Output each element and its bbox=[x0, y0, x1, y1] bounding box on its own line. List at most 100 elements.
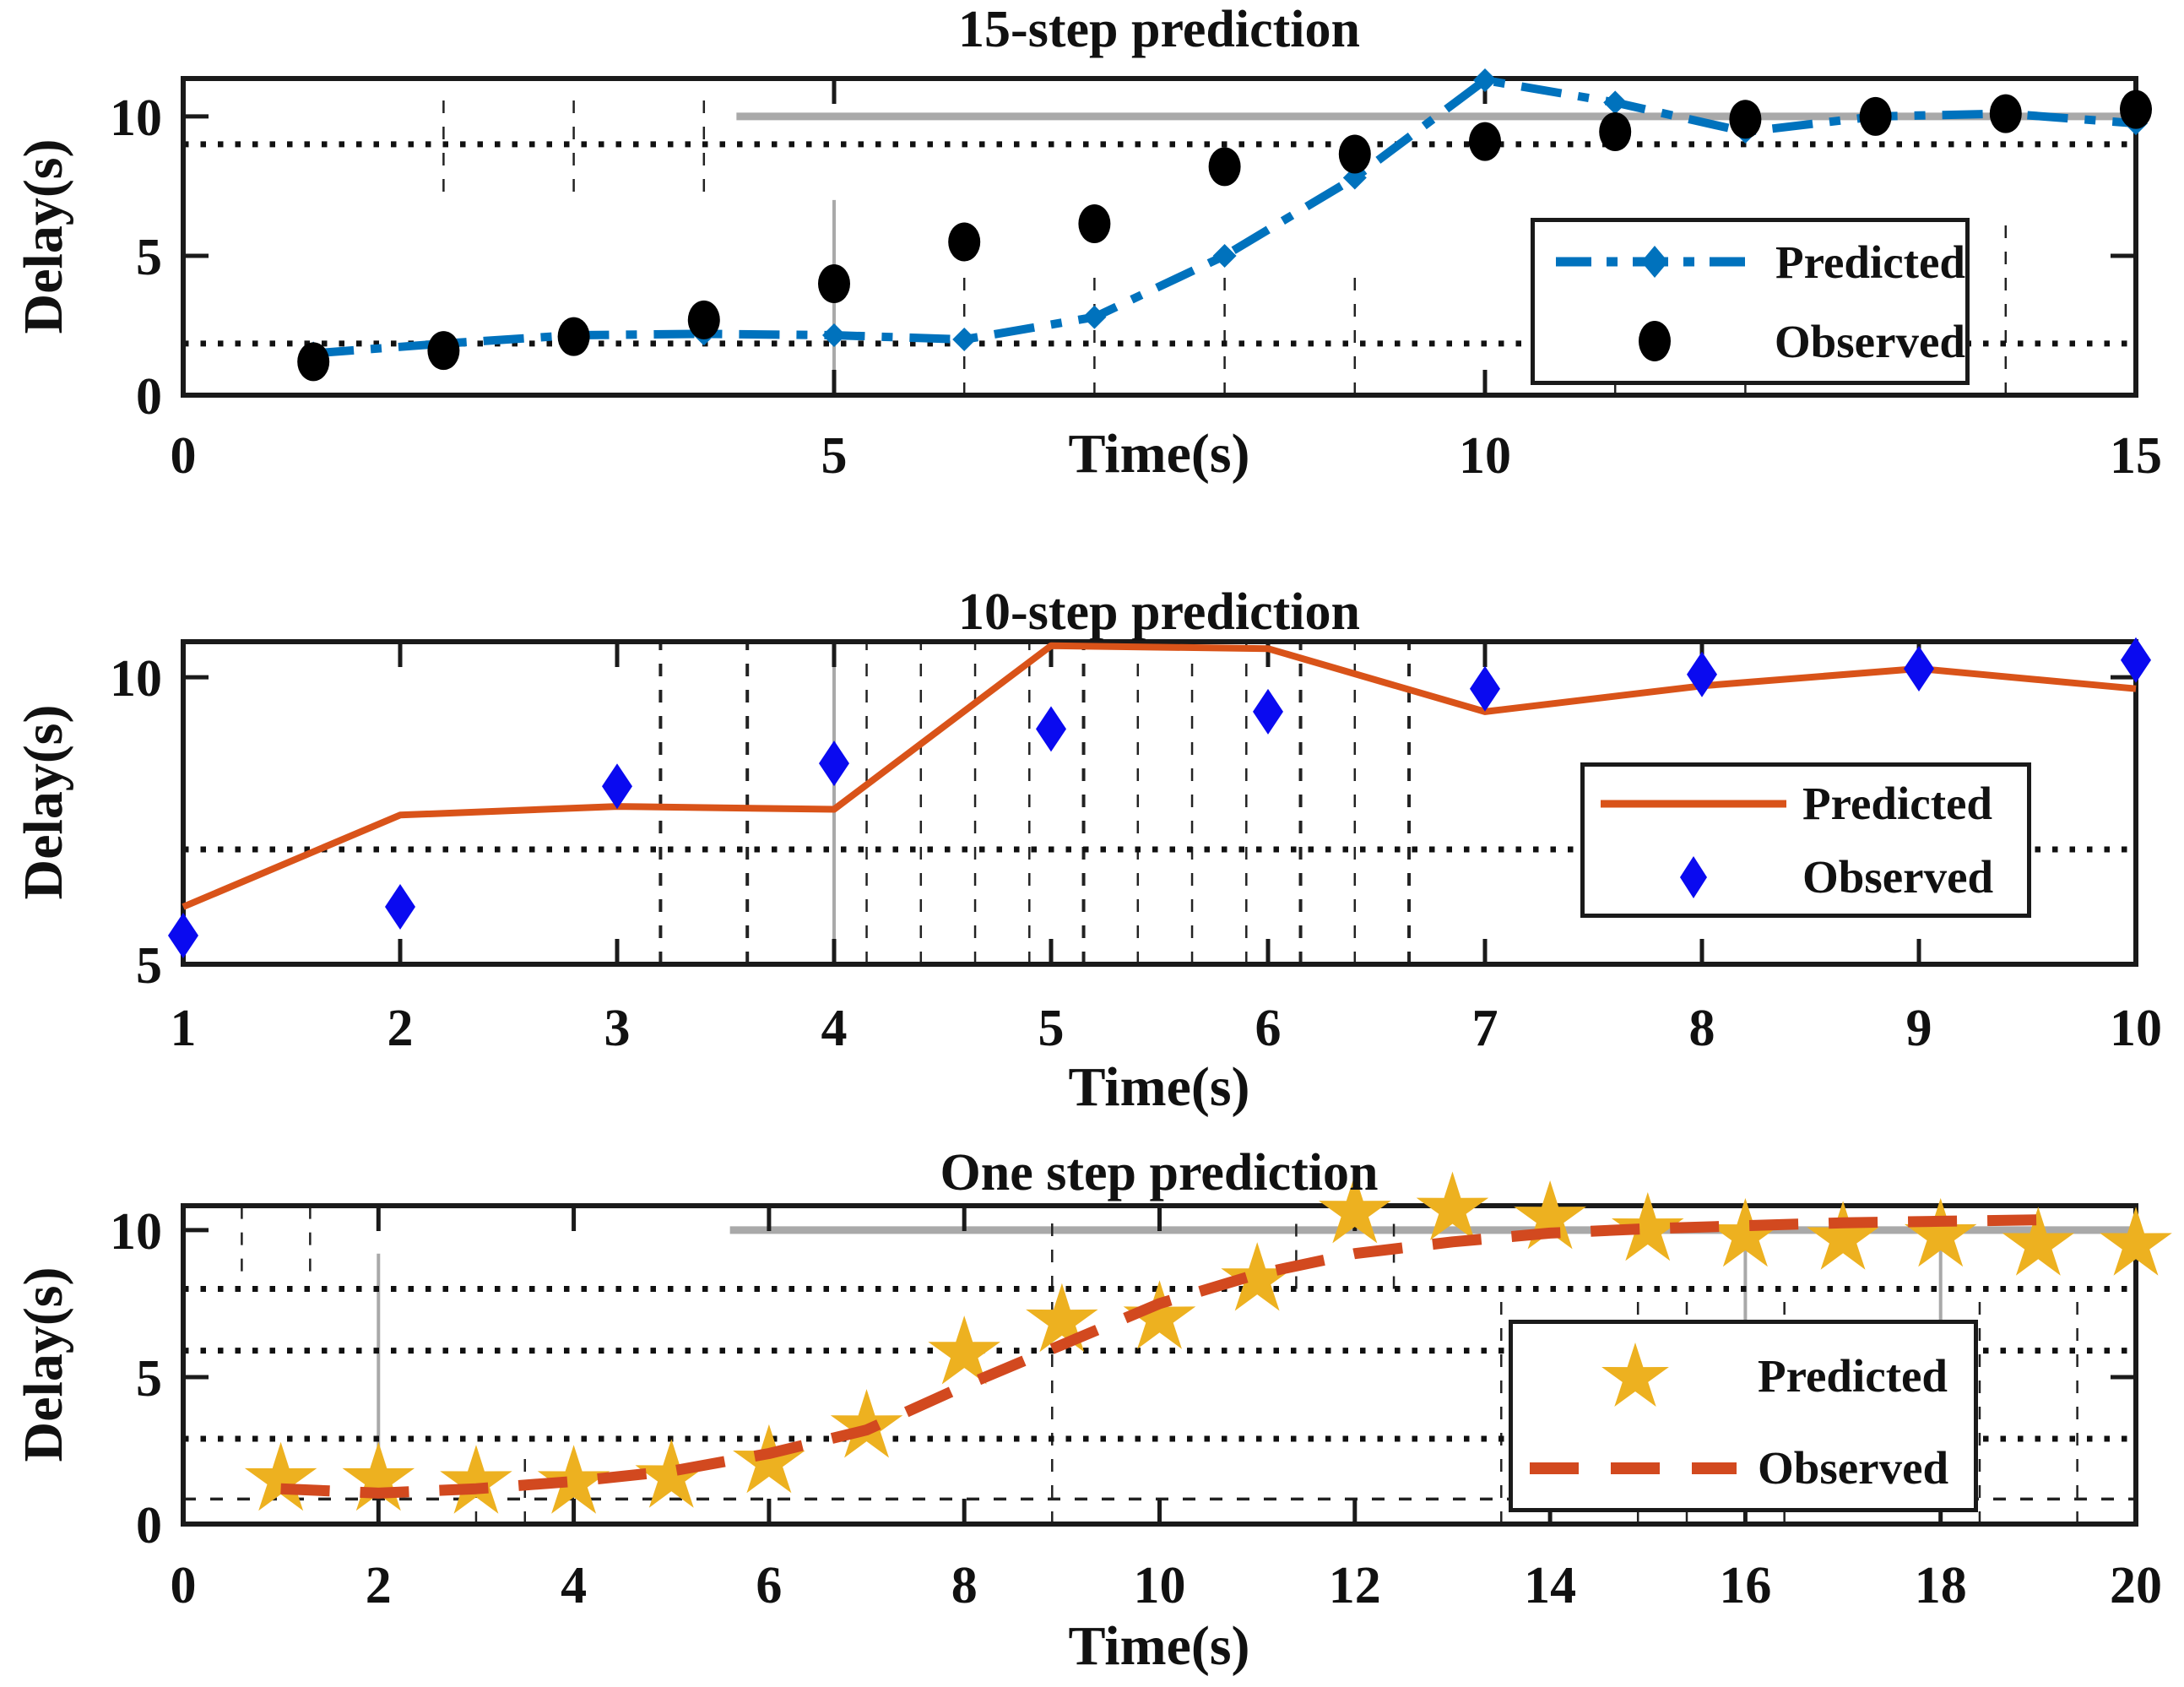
legend-entry-observed: Observed bbox=[1585, 850, 2027, 903]
y-tick-label: 5 bbox=[136, 937, 162, 995]
legend-entry-predicted: Predicted bbox=[1535, 236, 1965, 289]
diamond-marker-icon bbox=[1585, 854, 1802, 901]
observed-dot-marker bbox=[1078, 203, 1111, 243]
legend-label: Observed bbox=[1758, 1442, 1949, 1494]
predicted-star-marker bbox=[537, 1445, 610, 1514]
subplot1-title: 15-step prediction bbox=[958, 1, 1360, 58]
legend-10-step: Predicted Observed bbox=[1580, 762, 2031, 918]
predicted-star-marker bbox=[830, 1389, 903, 1458]
predicted-star-marker bbox=[440, 1445, 512, 1514]
predicted-star-marker bbox=[928, 1315, 1000, 1385]
legend-entry-observed: Observed bbox=[1535, 315, 1965, 368]
subplot3-xlabel: Time(s) bbox=[1068, 1615, 1250, 1677]
legend-entry-observed: Observed bbox=[1513, 1441, 1974, 1494]
predicted-line-marker bbox=[1212, 243, 1237, 268]
subplot3-ylabel: Delay(s) bbox=[13, 1267, 74, 1462]
x-tick-label: 1 bbox=[171, 1000, 197, 1057]
x-tick-label: 5 bbox=[1038, 1000, 1065, 1057]
x-tick-label: 20 bbox=[2110, 1557, 2162, 1614]
predicted-star-marker bbox=[1221, 1242, 1293, 1311]
star-marker-icon bbox=[1513, 1337, 1758, 1415]
predicted-star-marker bbox=[635, 1439, 707, 1508]
observed-diamond-marker bbox=[2121, 637, 2151, 683]
observed-diamond-marker bbox=[1253, 688, 1283, 735]
legend-15-step: Predicted Observed bbox=[1531, 218, 1970, 385]
y-tick-label: 0 bbox=[136, 1497, 162, 1554]
subplot-2: 1 2 3 4 5 6 7 8 9 10 5 10 bbox=[110, 637, 2162, 1057]
subplot2-ylabel: Delay(s) bbox=[13, 704, 74, 900]
x-tick-label: 15 bbox=[2110, 427, 2162, 485]
observed-diamond-marker bbox=[1036, 706, 1066, 752]
predicted-star-marker bbox=[1123, 1280, 1196, 1349]
subplot2-title: 10-step prediction bbox=[958, 583, 1360, 641]
series-line-predicted bbox=[312, 76, 2137, 358]
observed-diamond-marker bbox=[1904, 645, 1934, 692]
x-tick-label: 16 bbox=[1719, 1557, 1771, 1614]
predicted-star-marker bbox=[1026, 1283, 1098, 1353]
x-tick-label: 8 bbox=[1689, 1000, 1715, 1057]
legend-label: Observed bbox=[1802, 851, 1994, 903]
x-tick-label: 4 bbox=[561, 1557, 587, 1614]
x-tick-label: 6 bbox=[756, 1557, 782, 1614]
observed-dot-marker bbox=[297, 342, 330, 382]
predicted-star-marker bbox=[2100, 1207, 2172, 1276]
predicted-line-marker bbox=[1603, 90, 1628, 115]
observed-dot-marker bbox=[1729, 100, 1762, 139]
legend-label: Predicted bbox=[1758, 1350, 1948, 1402]
predicted-line-marker bbox=[822, 323, 846, 348]
x-tick-label: 10 bbox=[1459, 427, 1511, 485]
legend-label: Observed bbox=[1774, 315, 1965, 367]
predicted-star-marker bbox=[2002, 1207, 2075, 1276]
observed-dot-marker bbox=[948, 222, 981, 262]
predicted-line-marker bbox=[1473, 68, 1497, 92]
x-tick-label: 8 bbox=[951, 1557, 978, 1614]
x-tick-label: 2 bbox=[366, 1557, 392, 1614]
predicted-star-marker bbox=[1612, 1191, 1684, 1261]
dot-marker-icon bbox=[1535, 319, 1775, 363]
x-tick-label: 6 bbox=[1255, 1000, 1282, 1057]
y-tick-label: 5 bbox=[136, 229, 162, 286]
observed-dot-marker bbox=[1599, 112, 1632, 152]
y-tick-label: 0 bbox=[136, 368, 162, 426]
dashed-line-icon bbox=[1513, 1451, 1758, 1485]
x-tick-label: 2 bbox=[387, 1000, 414, 1057]
legend-label: Predicted bbox=[1802, 778, 1993, 829]
observed-dot-marker bbox=[818, 263, 850, 303]
x-tick-label: 10 bbox=[1134, 1557, 1186, 1614]
observed-dot-marker bbox=[1338, 134, 1371, 174]
observed-dot-marker bbox=[1469, 122, 1501, 161]
series-line-predicted bbox=[182, 642, 2137, 910]
observed-dot-marker bbox=[1859, 96, 1892, 136]
x-tick-label: 14 bbox=[1524, 1557, 1576, 1614]
observed-dot-marker bbox=[687, 300, 720, 339]
x-tick-label: 0 bbox=[171, 1557, 197, 1614]
subplot1-ylabel: Delay(s) bbox=[13, 138, 74, 334]
observed-dot-marker bbox=[427, 331, 460, 371]
y-tick-label: 10 bbox=[110, 650, 162, 708]
predicted-line-marker bbox=[1082, 305, 1107, 329]
y-tick-label: 10 bbox=[110, 1203, 162, 1261]
predicted-star-marker bbox=[1514, 1180, 1586, 1250]
predicted-star-marker bbox=[244, 1441, 317, 1511]
x-tick-label: 10 bbox=[2110, 1000, 2162, 1057]
x-tick-label: 18 bbox=[1915, 1557, 1967, 1614]
x-tick-label: 5 bbox=[821, 427, 848, 485]
observed-diamond-marker bbox=[602, 763, 632, 810]
legend-label: Predicted bbox=[1775, 236, 1965, 288]
observed-diamond-marker bbox=[1687, 651, 1717, 697]
x-tick-label: 3 bbox=[604, 1000, 631, 1057]
y-tick-label: 5 bbox=[136, 1350, 162, 1408]
predicted-star-marker bbox=[1319, 1174, 1391, 1244]
x-tick-label: 12 bbox=[1329, 1557, 1381, 1614]
predicted-star-marker bbox=[1416, 1171, 1489, 1240]
subplot3-title: One step prediction bbox=[940, 1144, 1379, 1202]
dashdot-line-icon bbox=[1535, 241, 1775, 282]
observed-diamond-marker bbox=[168, 913, 198, 959]
y-tick-label: 10 bbox=[110, 90, 162, 147]
predicted-star-marker bbox=[1709, 1197, 1782, 1267]
legend-one-step: Predicted Observed bbox=[1509, 1320, 1978, 1512]
legend-entry-predicted: Predicted bbox=[1513, 1337, 1974, 1415]
x-tick-label: 4 bbox=[821, 1000, 848, 1057]
observed-diamond-marker bbox=[385, 884, 415, 930]
subplot2-xlabel: Time(s) bbox=[1068, 1056, 1250, 1118]
